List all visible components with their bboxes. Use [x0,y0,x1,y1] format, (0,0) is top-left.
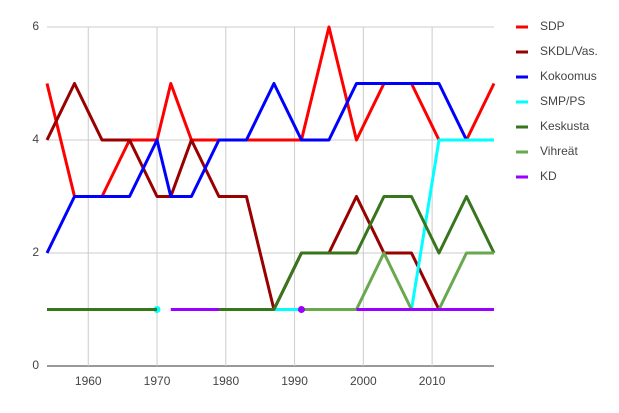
legend-label: SMP/PS [540,94,585,108]
x-tick-label: 1960 [75,374,102,388]
series-line [45,82,494,254]
series-line [301,251,494,311]
series-line [47,195,496,311]
legend-label: Vihreät [540,144,578,158]
x-tick-label: 1980 [212,374,239,388]
legend-label: KD [540,169,557,183]
series-line [273,138,494,311]
y-tick-label: 6 [32,19,39,33]
x-tick-label: 1970 [144,374,171,388]
x-tick-label: 2000 [350,374,377,388]
legend-label: Kokoomus [540,69,597,83]
legend-label: Keskusta [540,119,590,133]
series-line [45,82,494,311]
legend-label: SKDL/Vas. [540,44,598,58]
x-tick-label: 1990 [281,374,308,388]
y-tick-label: 0 [32,358,39,372]
point [297,306,305,313]
legend-label: SDP [540,19,565,33]
y-tick-label: 4 [32,132,39,146]
y-tick-label: 2 [32,245,39,259]
series-line [45,25,496,198]
x-tick-label: 2010 [419,374,446,388]
